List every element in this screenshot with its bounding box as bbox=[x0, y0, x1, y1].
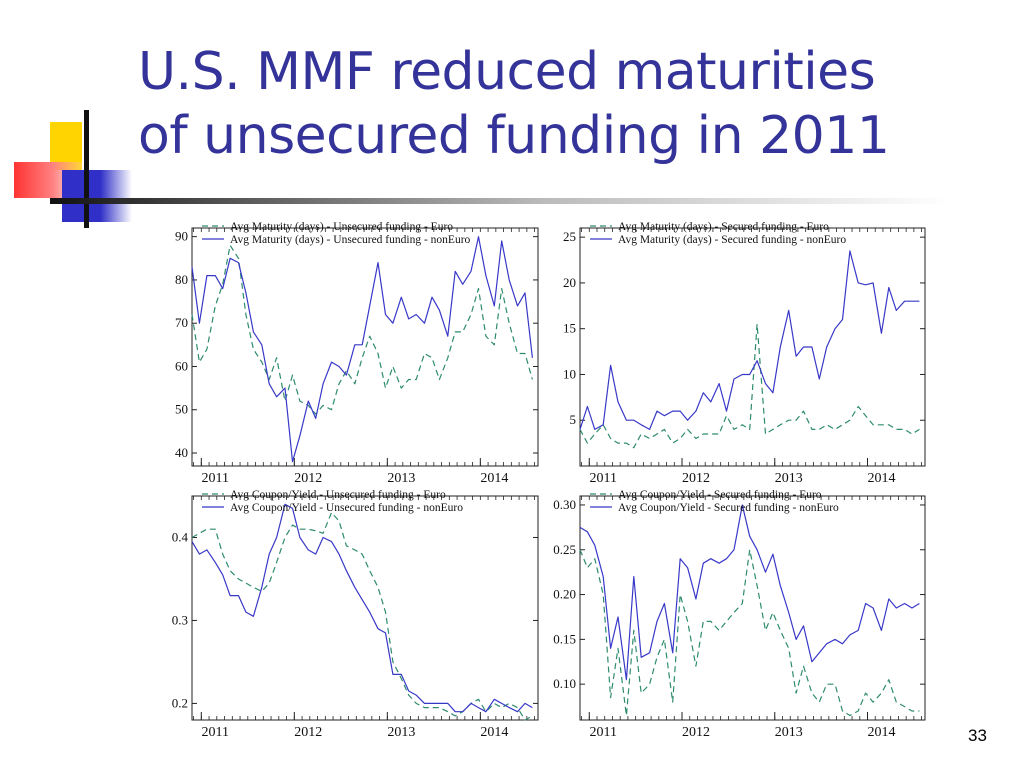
x-tick-label: 2011 bbox=[590, 471, 617, 486]
slide-title: U.S. MMF reduced maturities of unsecured… bbox=[138, 40, 998, 168]
series-line-noneuro bbox=[191, 503, 533, 713]
slide-title-line1: U.S. MMF reduced maturities bbox=[138, 42, 876, 102]
legend-label: Avg Maturity (days) - Secured funding - … bbox=[618, 221, 829, 233]
legend-label: Avg Maturity (days) - Unsecured funding … bbox=[230, 221, 453, 233]
x-tick-label: 2014 bbox=[868, 725, 896, 740]
series-line-euro bbox=[579, 549, 920, 717]
y-tick-label: 0.25 bbox=[553, 542, 576, 557]
y-tick-label: 10 bbox=[563, 366, 576, 381]
series-line-noneuro bbox=[191, 236, 533, 463]
legend-label: Avg Coupon/Yield - Unsecured funding - n… bbox=[230, 502, 463, 514]
x-tick-label: 2013 bbox=[775, 471, 803, 486]
y-tick-label: 0.3 bbox=[172, 612, 188, 627]
x-tick-label: 2013 bbox=[775, 725, 803, 740]
x-tick-label: 2014 bbox=[480, 725, 508, 740]
y-tick-label: 0.15 bbox=[553, 631, 576, 646]
x-tick-label: 2011 bbox=[202, 471, 229, 486]
slide-number: 33 bbox=[968, 726, 987, 745]
series-line-euro bbox=[579, 323, 920, 449]
y-tick-label: 0.20 bbox=[553, 587, 576, 602]
title-underline bbox=[50, 198, 950, 204]
y-tick-label: 0.10 bbox=[553, 676, 576, 691]
plot-frame bbox=[579, 495, 926, 721]
y-tick-label: 0.30 bbox=[553, 497, 576, 512]
plot-frame bbox=[579, 227, 926, 467]
y-tick-label: 90 bbox=[175, 229, 188, 244]
chart-panel-3: 0.2 0.3 0.4 2011 2012 2013 2014 Avg Coupon/Yiel… bbox=[172, 489, 539, 740]
decor-blue-square bbox=[62, 170, 132, 222]
x-tick-label: 2011 bbox=[590, 725, 617, 740]
plot-frame bbox=[191, 227, 539, 467]
x-tick-label: 2011 bbox=[202, 725, 229, 740]
y-tick-label: 15 bbox=[563, 321, 576, 336]
legend-label: Avg Coupon/Yield - Secured funding - non… bbox=[618, 502, 839, 514]
y-tick-label: 80 bbox=[175, 272, 188, 287]
y-tick-label: 5 bbox=[570, 412, 577, 427]
y-tick-label: 0.2 bbox=[172, 695, 188, 710]
y-tick-label: 20 bbox=[563, 275, 576, 290]
series-line-euro bbox=[191, 511, 533, 721]
x-tick-label: 2014 bbox=[868, 471, 896, 486]
legend-label: Avg Coupon/Yield - Unsecured funding - E… bbox=[230, 489, 446, 501]
x-tick-label: 2013 bbox=[387, 725, 415, 740]
x-tick-label: 2012 bbox=[294, 725, 322, 740]
y-tick-label: 0.4 bbox=[172, 529, 189, 544]
x-tick-label: 2014 bbox=[480, 471, 508, 486]
chart-panel-4: 0.10 0.15 0.20 0.25 0.30 2011 2012 2013 2014 Avg … bbox=[553, 489, 926, 740]
decor-vertical-line bbox=[84, 110, 89, 228]
legend-label: Avg Coupon/Yield - Secured funding - Eur… bbox=[618, 489, 822, 501]
y-tick-label: 40 bbox=[175, 445, 188, 460]
y-tick-label: 70 bbox=[175, 315, 188, 330]
legend-label: Avg Maturity (days) - Unsecured funding … bbox=[230, 234, 471, 246]
x-tick-label: 2012 bbox=[682, 725, 710, 740]
x-tick-label: 2012 bbox=[682, 471, 710, 486]
plot-frame bbox=[191, 495, 539, 721]
y-tick-label: 25 bbox=[563, 229, 576, 244]
y-tick-label: 50 bbox=[175, 402, 188, 417]
legend-label: Avg Maturity (days) - Secured funding - … bbox=[618, 234, 846, 246]
x-tick-label: 2012 bbox=[294, 471, 322, 486]
x-tick-label: 2013 bbox=[387, 471, 415, 486]
chart-panel-2: 5 10 15 20 25 2011 2012 2013 2014 Avg Maturity (d… bbox=[563, 221, 926, 486]
y-tick-label: 60 bbox=[175, 358, 188, 373]
series-line-noneuro bbox=[579, 504, 920, 681]
chart-panel-1: 40 50 60 70 80 90 2011 2012 2013 2014 Avg Maturity… bbox=[175, 221, 539, 486]
slide-title-line2: of unsecured funding in 2011 bbox=[138, 106, 890, 166]
series-line-euro bbox=[191, 244, 533, 415]
series-line-noneuro bbox=[579, 250, 920, 430]
